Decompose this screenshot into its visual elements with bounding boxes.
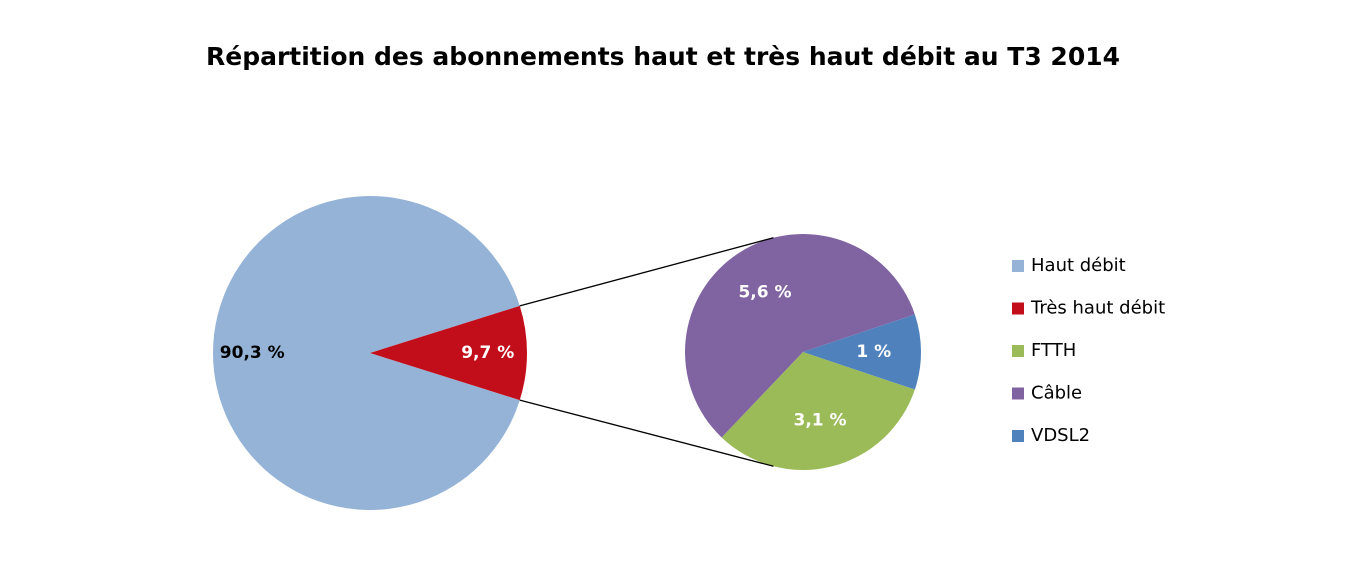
pie-slice — [213, 196, 520, 511]
legend-swatch — [1012, 302, 1024, 315]
data-label: 3,1 % — [793, 411, 846, 431]
legend-label: VDSL2 — [1031, 425, 1090, 446]
pie-slice — [685, 233, 915, 438]
pie-slice — [370, 305, 528, 401]
legend-swatch — [1012, 260, 1024, 272]
chart-title: Répartition des abonnements haut et très… — [206, 42, 1120, 71]
legend-label: Très haut débit — [1030, 298, 1165, 319]
pie-slice — [721, 352, 915, 470]
legend-swatch — [1012, 430, 1024, 442]
data-label: 9,7 % — [461, 343, 514, 363]
legend-label: Haut débit — [1031, 255, 1126, 276]
data-label: 5,6 % — [738, 282, 791, 302]
data-label: 90,3 % — [220, 343, 285, 363]
legend-swatch — [1012, 387, 1024, 400]
data-label: 1 % — [856, 342, 891, 362]
legend-label: Câble — [1031, 383, 1082, 404]
connector-line — [519, 237, 774, 307]
pie-slice — [803, 314, 921, 390]
connector-line — [519, 399, 774, 467]
legend-label: FTTH — [1031, 340, 1076, 361]
legend-swatch — [1012, 345, 1024, 357]
